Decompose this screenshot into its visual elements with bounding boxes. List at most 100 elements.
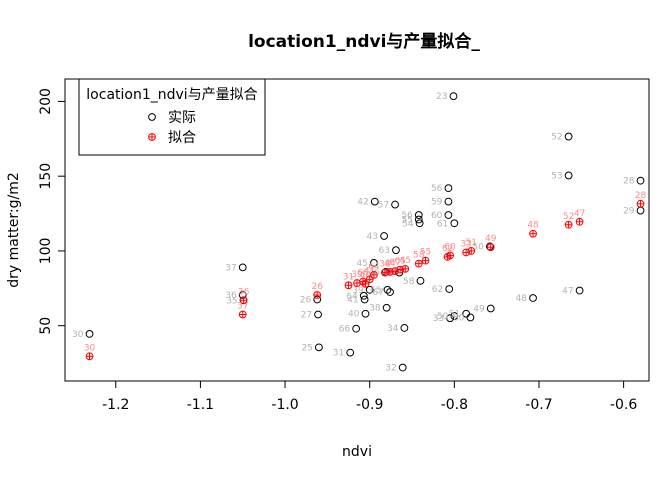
fitted-point-label: 49 [485, 234, 497, 244]
actual-point [445, 285, 454, 293]
actual-point-label: 37 [225, 263, 236, 273]
actual-point-label: 47 [562, 287, 573, 297]
y-tick-label: 50 [38, 317, 54, 335]
x-tick-label: -0.6 [610, 397, 637, 413]
fitted-point-label: 48 [527, 221, 539, 231]
legend-box [78, 78, 266, 156]
actual-point [352, 324, 361, 333]
actual-point-label: 26 [300, 296, 312, 306]
actual-point [575, 286, 584, 295]
actual-point [485, 242, 494, 251]
legend-label-fitted: 拟合 [168, 130, 196, 146]
actual-point [391, 200, 399, 209]
actual-point-label: 33 [433, 314, 444, 324]
actual-point [450, 312, 459, 320]
legend: location1_ndvi与产量拟合 实际 拟合 [78, 78, 266, 156]
fitted-point-label: 36 [238, 287, 250, 297]
actual-point-label: 53 [551, 171, 562, 181]
actual-point-label: 38 [369, 304, 381, 314]
x-tick-label: -1.0 [271, 397, 298, 413]
fitted-point-label: 62 [442, 244, 453, 254]
actual-point-label: 41 [347, 296, 358, 306]
y-axis-label: dry matter:g/m2 [6, 172, 22, 288]
actual-point [314, 310, 322, 319]
actual-point-label: 58 [403, 277, 415, 287]
x-tick-label: -1.2 [102, 397, 129, 413]
actual-point [444, 211, 453, 219]
actual-point-label: 23 [436, 92, 447, 102]
fitted-point-label: 30 [84, 343, 96, 353]
actual-point [636, 206, 645, 215]
actual-point-label: 63 [378, 246, 389, 256]
y-tick-label: 100 [38, 238, 54, 265]
actual-point [398, 363, 407, 372]
fitted-point-label: 40 [360, 271, 372, 281]
actual-point [386, 288, 394, 296]
actual-point-label: 66 [339, 325, 351, 335]
legend-entry-actual: 实际 [148, 110, 196, 126]
actual-point [346, 348, 355, 357]
actual-point [450, 219, 459, 228]
actual-point [400, 324, 409, 332]
fitted-point-label: 65 [394, 257, 405, 267]
actual-point-label: 25 [301, 343, 312, 353]
actual-point-label: 50 [472, 242, 484, 252]
x-tick-label: -1.1 [187, 397, 214, 413]
actual-point-label: 65 [370, 286, 381, 296]
actual-point-label: 60 [453, 313, 465, 323]
fitted-point-label: 67 [389, 258, 400, 268]
actual-point [315, 343, 323, 352]
actual-point [564, 132, 573, 141]
actual-point [446, 314, 455, 323]
x-tick-label: -0.8 [441, 397, 468, 413]
y-axis: 50 100 150 200 [38, 88, 65, 335]
legend-entry-fitted: 拟合 [148, 130, 196, 146]
actual-point [238, 263, 247, 272]
actual-point-label: 40 [348, 310, 360, 320]
fitted-point-label: 47 [574, 209, 585, 219]
actual-point-label: 34 [387, 324, 399, 334]
fitted-point-label: 58 [413, 251, 425, 261]
actual-point [365, 285, 374, 294]
actual-point [380, 232, 388, 240]
actual-point [449, 92, 458, 101]
actual-point [85, 330, 94, 338]
legend-open-circle-marker [148, 113, 156, 121]
actual-point-label: 59 [431, 198, 443, 208]
fitted-point-label: 39 [351, 270, 363, 280]
actual-point-label: 61 [437, 219, 448, 229]
x-tick-label: -0.9 [356, 397, 383, 413]
fitted-point-label: 44 [384, 259, 396, 269]
actual-point-label: 49 [473, 304, 485, 314]
actual-point-label: 62 [432, 285, 443, 295]
actual-point [360, 295, 369, 304]
actual-point-label: 55 [401, 216, 412, 226]
actual-point-label: 43 [367, 232, 378, 242]
fitted-point-label: 55 [420, 248, 431, 258]
actual-point-label: 29 [623, 207, 635, 217]
actual-point-label: 54 [402, 219, 414, 229]
x-tick-label: -0.7 [525, 397, 552, 413]
actual-point-label: 30 [72, 330, 84, 340]
actual-point [414, 211, 423, 219]
actual-point [370, 197, 379, 206]
y-tick-label: 150 [38, 163, 54, 190]
actual-point-label: 36 [225, 291, 237, 301]
actual-point [361, 309, 370, 318]
actual-point [564, 171, 573, 180]
fitted-point-label: 31 [343, 272, 354, 282]
actual-point [370, 258, 378, 267]
fitted-point-label: 37 [237, 301, 248, 311]
fitted-point-label: 45 [400, 256, 411, 266]
actual-point-label: 56 [431, 184, 443, 194]
actual-point [636, 176, 645, 185]
actual-point-label: 32 [385, 364, 396, 374]
actual-point-label: 45 [356, 259, 367, 269]
actual-point [466, 313, 475, 322]
actual-point-label: 42 [357, 198, 368, 208]
fitted-point-label: 64 [368, 262, 380, 272]
actual-point-label: 51 [449, 310, 460, 320]
actual-point [416, 276, 425, 285]
